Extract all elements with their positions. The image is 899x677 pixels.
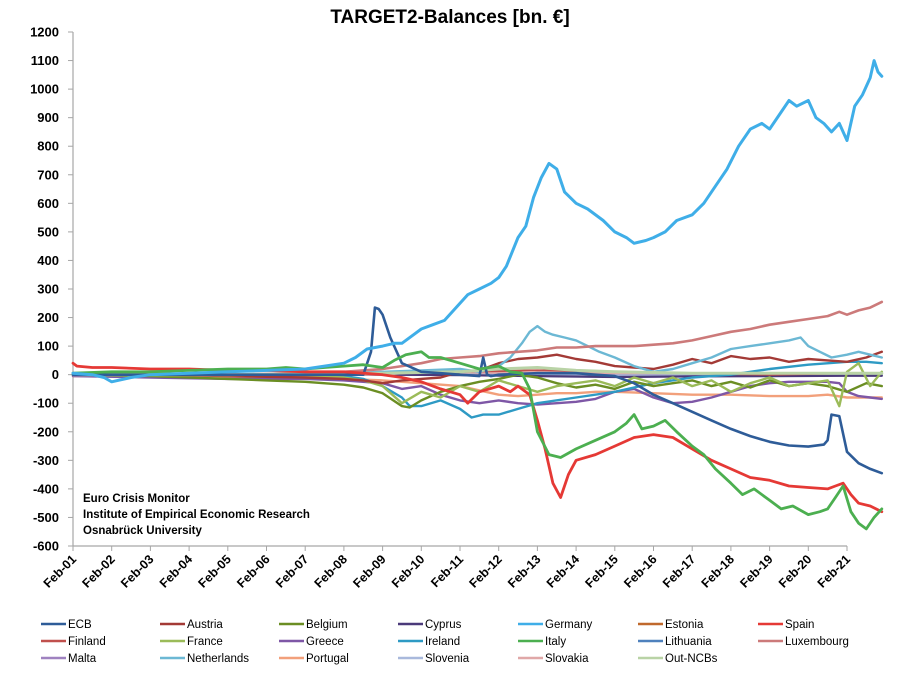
x-tick-label: Feb-01 — [41, 552, 79, 590]
x-tick-label: Feb-11 — [428, 552, 466, 590]
y-tick-label: 1000 — [30, 82, 59, 97]
legend-item-germany: Germany — [518, 619, 593, 631]
y-tick-label: -500 — [33, 510, 59, 525]
legend-label: Out-NCBs — [665, 653, 718, 665]
x-tick-label: Feb-16 — [621, 552, 659, 590]
y-tick-label: 600 — [37, 196, 59, 211]
legend-label: Netherlands — [187, 653, 249, 665]
y-tick-label: 300 — [37, 282, 59, 297]
x-tick-label: Feb-03 — [118, 552, 156, 590]
legend-item-lithuania: Lithuania — [638, 636, 712, 648]
series-layer — [71, 59, 884, 531]
x-tick-label: Feb-15 — [583, 552, 621, 590]
y-tick-label: 0 — [52, 367, 59, 382]
credit-line-3: Osnabrück University — [83, 525, 202, 537]
x-tick-label: Feb-17 — [660, 552, 698, 590]
legend-item-finland: Finland — [41, 636, 106, 648]
y-tick-label: -300 — [33, 453, 59, 468]
y-tick-label: 1200 — [30, 25, 59, 40]
y-tick-label: -100 — [33, 396, 59, 411]
legend-label: Italy — [545, 636, 566, 648]
legend-item-spain: Spain — [758, 619, 814, 631]
x-axis: Feb-01 Feb-02 Feb-03 Feb-04 Feb-05 Feb-06 Feb-… — [41, 545, 853, 591]
series-line-france — [71, 362, 883, 408]
chart-title: TARGET2-Balances [bn. €] — [330, 7, 569, 28]
y-tick-label: 1100 — [31, 53, 59, 68]
legend-item-belgium: Belgium — [279, 619, 348, 631]
credit-line-2: Institute of Empirical Economic Research — [83, 509, 310, 521]
x-tick-label: Feb-12 — [466, 552, 504, 590]
series-line-belgium — [71, 373, 883, 409]
legend-item-slovakia: Slovakia — [518, 653, 589, 665]
legend-label: Austria — [187, 619, 223, 631]
legend-label: Malta — [68, 653, 97, 665]
y-tick-label: 400 — [37, 253, 59, 268]
legend-label: Germany — [545, 619, 593, 631]
series-line-luxembourg — [71, 300, 884, 377]
legend-label: Spain — [785, 619, 814, 631]
legend-item-netherlands: Netherlands — [160, 653, 249, 665]
legend-label: Slovenia — [425, 653, 470, 665]
legend-label: ECB — [68, 619, 92, 631]
x-tick-label: Feb-08 — [312, 552, 350, 590]
series-line-ecb — [71, 306, 884, 475]
y-tick-label: 900 — [37, 110, 59, 125]
legend-label: France — [187, 636, 223, 648]
legend-label: Cyprus — [425, 619, 462, 631]
legend-item-france: France — [160, 636, 223, 648]
legend-item-austria: Austria — [160, 619, 223, 631]
x-tick-label: Feb-13 — [505, 552, 543, 590]
credit-line-1: Euro Crisis Monitor — [83, 493, 190, 505]
legend-item-ecb: ECB — [41, 619, 92, 631]
legend-label: Lithuania — [665, 636, 712, 648]
x-tick-label: Feb-18 — [699, 552, 737, 590]
credit-annotation: Euro Crisis Monitor Institute of Empiric… — [83, 493, 310, 537]
legend-label: Estonia — [665, 619, 704, 631]
legend-item-slovenia: Slovenia — [398, 653, 470, 665]
legend-item-ireland: Ireland — [398, 636, 460, 648]
y-tick-label: 100 — [37, 339, 59, 354]
legend-label: Luxembourg — [785, 636, 849, 648]
x-tick-label: Feb-06 — [234, 552, 272, 590]
x-tick-label: Feb-21 — [815, 552, 853, 590]
y-tick-label: 700 — [37, 167, 59, 182]
legend-item-portugal: Portugal — [279, 653, 349, 665]
legend-item-out-ncbs: Out-NCBs — [638, 653, 718, 665]
series-line-austria — [71, 350, 883, 385]
y-axis: 1200110010009008007006005004003002001000… — [30, 25, 74, 554]
x-tick-label: Feb-14 — [544, 552, 582, 590]
legend: ECB Austria Belgium Cyprus Germany Estonia Spa… — [41, 619, 849, 665]
y-tick-label: -400 — [33, 481, 59, 496]
legend-item-greece: Greece — [279, 636, 344, 648]
legend-label: Slovakia — [545, 653, 589, 665]
legend-item-estonia: Estonia — [638, 619, 704, 631]
y-tick-label: -600 — [33, 539, 59, 554]
x-tick-label: Feb-02 — [79, 552, 117, 590]
x-tick-label: Feb-04 — [157, 552, 195, 590]
legend-item-italy: Italy — [518, 636, 566, 648]
x-tick-label: Feb-20 — [776, 552, 814, 590]
legend-item-cyprus: Cyprus — [398, 619, 462, 631]
y-tick-label: -200 — [33, 424, 59, 439]
legend-label: Ireland — [425, 636, 460, 648]
legend-item-luxembourg: Luxembourg — [758, 636, 849, 648]
y-tick-label: 500 — [37, 224, 59, 239]
y-tick-label: 200 — [37, 310, 59, 325]
x-tick-label: Feb-10 — [389, 552, 427, 590]
series-line-italy — [71, 350, 884, 531]
x-tick-label: Feb-19 — [737, 552, 775, 590]
x-tick-label: Feb-05 — [196, 552, 234, 590]
y-tick-label: 800 — [37, 139, 59, 154]
legend-label: Portugal — [306, 653, 349, 665]
legend-label: Greece — [306, 636, 344, 648]
series-line-netherlands — [71, 324, 883, 376]
series-line-germany — [71, 59, 884, 384]
x-tick-label: Feb-09 — [350, 552, 388, 590]
x-tick-label: Feb-07 — [273, 552, 311, 590]
legend-label: Finland — [68, 636, 106, 648]
legend-label: Belgium — [306, 619, 348, 631]
legend-item-malta: Malta — [41, 653, 97, 665]
